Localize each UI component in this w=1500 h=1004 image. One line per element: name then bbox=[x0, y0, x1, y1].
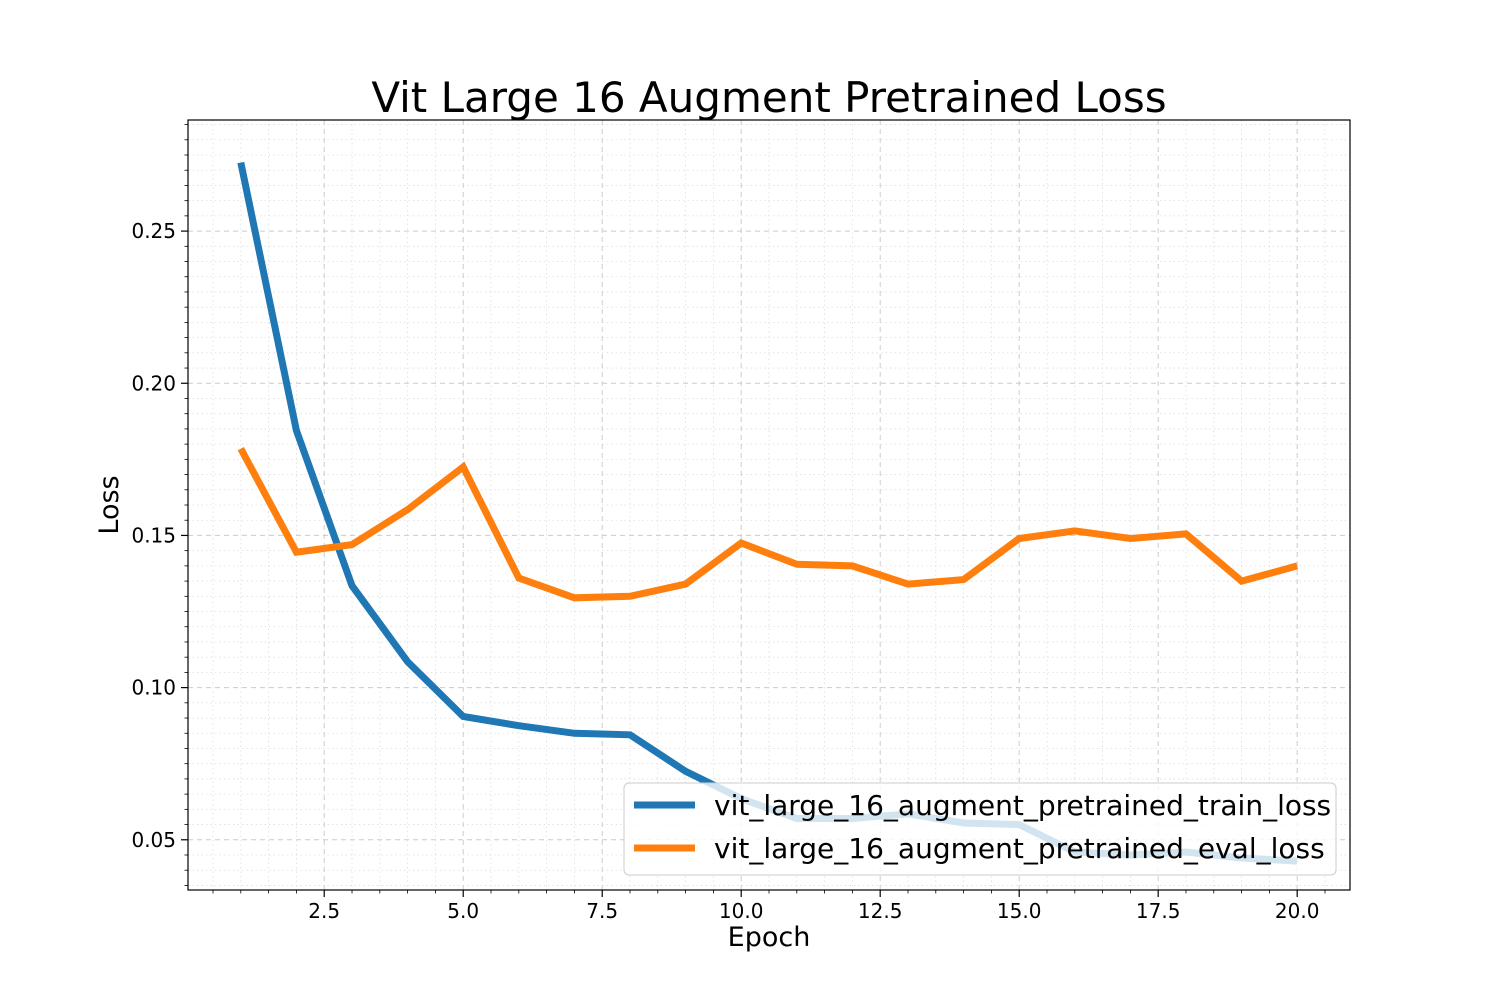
x-tick-label: 5.0 bbox=[447, 899, 479, 923]
y-tick-label: 0.20 bbox=[131, 371, 176, 395]
x-tick-label: 7.5 bbox=[586, 899, 618, 923]
y-tick-label: 0.05 bbox=[131, 828, 176, 852]
y-axis-label: Loss bbox=[94, 475, 125, 534]
x-tick-label: 2.5 bbox=[308, 899, 340, 923]
x-tick-label: 12.5 bbox=[858, 899, 903, 923]
chart-title: Vit Large 16 Augment Pretrained Loss bbox=[371, 73, 1166, 122]
x-axis-label: Epoch bbox=[728, 922, 811, 953]
y-tick-label: 0.25 bbox=[131, 219, 176, 243]
y-tick-label: 0.15 bbox=[131, 523, 176, 547]
legend-label: vit_large_16_augment_pretrained_eval_los… bbox=[714, 832, 1325, 865]
y-tick-label: 0.10 bbox=[131, 676, 176, 700]
x-tick-label: 20.0 bbox=[1275, 899, 1320, 923]
axis-ticks bbox=[181, 125, 1325, 897]
grid-lines bbox=[188, 120, 1350, 890]
x-tick-label: 10.0 bbox=[719, 899, 764, 923]
legend: vit_large_16_augment_pretrained_train_lo… bbox=[624, 783, 1336, 875]
legend-label: vit_large_16_augment_pretrained_train_lo… bbox=[714, 789, 1331, 822]
x-tick-label: 15.0 bbox=[997, 899, 1042, 923]
x-tick-label: 17.5 bbox=[1136, 899, 1181, 923]
